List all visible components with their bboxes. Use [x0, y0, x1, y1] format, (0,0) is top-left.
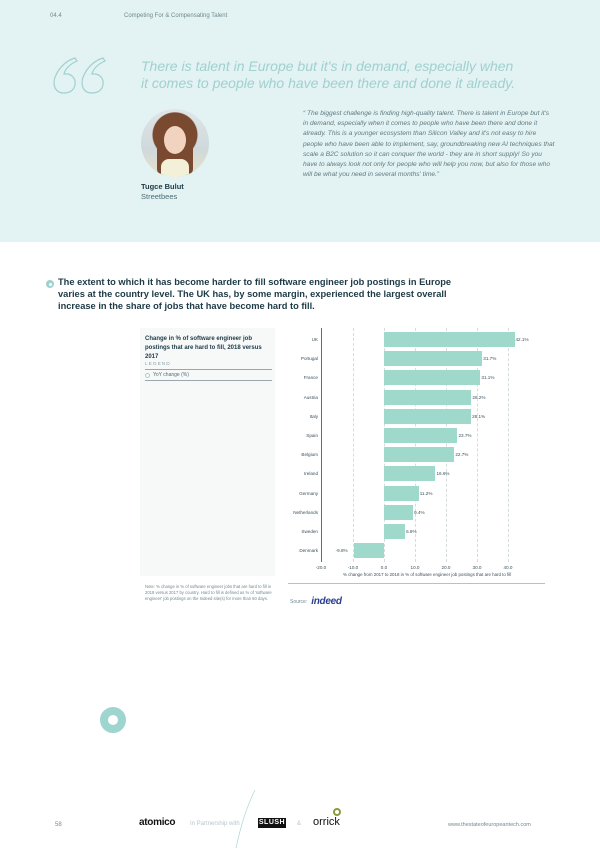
divider [145, 380, 272, 381]
bar [384, 466, 436, 482]
x-tick-label: 0.0 [380, 565, 388, 570]
source-label: Source: [290, 598, 308, 605]
section-number: 04.4 [50, 13, 62, 19]
gridline [415, 328, 416, 562]
x-axis-label: % change from 2017 to 2018 in % of softw… [343, 572, 512, 577]
gridline [384, 328, 385, 562]
category-label: Denmark [299, 548, 318, 554]
value-label: 9.4% [414, 509, 425, 515]
category-label: Italy [309, 413, 318, 419]
lead-text: The extent to which it has become harder… [58, 277, 452, 311]
chart-title: Change in % of software engineer job pos… [145, 336, 262, 360]
pull-quote: There is talent in Europe but it's in de… [141, 58, 516, 91]
orrick-ring-icon [333, 808, 341, 816]
category-label: UK [311, 337, 318, 342]
bar [384, 389, 472, 405]
divider [288, 583, 545, 584]
x-tick-label: -20.0 [315, 565, 327, 570]
website-link[interactable]: www.thestateofeuropeantech.com [448, 822, 531, 828]
value-label: 28.1% [472, 413, 486, 419]
bar [384, 524, 406, 539]
value-label: 6.8% [406, 529, 417, 534]
value-label: 42.1% [515, 337, 529, 342]
category-label: Belgium [301, 452, 318, 458]
gridline [508, 328, 509, 562]
x-tick-label: 40.0 [503, 565, 513, 570]
x-tick-label: 20.0 [441, 565, 451, 570]
person-organization: Streetbees [141, 192, 178, 201]
atomico-logo: atomico [139, 817, 176, 828]
category-label: Ireland [303, 471, 318, 477]
category-label: France [303, 375, 318, 381]
bar [353, 543, 384, 559]
divider [145, 369, 272, 370]
section-title: Competing For & Compensating Talent [124, 13, 228, 19]
x-tick-label: 10.0 [410, 565, 420, 570]
bar [384, 485, 419, 501]
orrick-logo: orrick [313, 816, 340, 828]
bar [384, 370, 481, 386]
value-label: -9.8% [335, 548, 348, 554]
ampersand: & [297, 821, 302, 827]
category-label: Austria [303, 394, 318, 400]
category-label: Germany [299, 490, 318, 496]
person-name: Tugce Bulut [141, 182, 184, 191]
bar-chart: % change from 2017 to 2018 in % of softw… [280, 328, 545, 578]
indeed-logo: indeed [311, 596, 342, 607]
bar [384, 408, 472, 424]
bar [384, 428, 458, 443]
page-number: 58 [55, 822, 62, 828]
bar [384, 447, 455, 463]
value-label: 22.7% [455, 452, 469, 458]
bar [384, 332, 515, 347]
avatar [141, 109, 209, 177]
legend-item-label: YoY change (%) [153, 372, 189, 378]
value-label: 28.2% [472, 394, 486, 400]
gridline [477, 328, 478, 562]
value-label: 23.7% [458, 433, 472, 438]
bullet-icon [46, 280, 54, 288]
value-label: 16.6% [436, 471, 450, 477]
partnership-text: In Partnership with [190, 821, 240, 827]
bar [384, 351, 483, 367]
x-tick-label: -10.0 [347, 565, 359, 570]
gridline [353, 328, 354, 562]
legend-item: YoY change (%) [145, 372, 189, 378]
gridline [446, 328, 447, 562]
slush-logo: SLUSH [258, 818, 286, 828]
bar [384, 504, 414, 520]
y-axis [321, 328, 322, 562]
category-label: Sweden [301, 529, 318, 534]
chart-source: Source: indeed [290, 596, 342, 607]
quote-section [0, 0, 600, 242]
value-label: 31.1% [481, 375, 495, 381]
chart-note: Note: % change in % of software engineer… [145, 584, 272, 601]
category-label: Netherlands [293, 509, 318, 515]
value-label: 31.7% [483, 356, 497, 362]
ring-decoration-icon [100, 707, 126, 733]
decorative-line [235, 790, 256, 848]
value-label: 11.2% [419, 490, 433, 496]
legend-dot-icon [145, 372, 150, 378]
category-label: Portugal [300, 356, 318, 362]
x-tick-label: 30.0 [472, 565, 482, 570]
legend-header: LEGEND [145, 362, 171, 367]
quote-mark-icon [53, 57, 106, 94]
category-label: Spain [306, 433, 318, 438]
quote-body: “ The biggest challenge is finding high-… [303, 110, 555, 179]
